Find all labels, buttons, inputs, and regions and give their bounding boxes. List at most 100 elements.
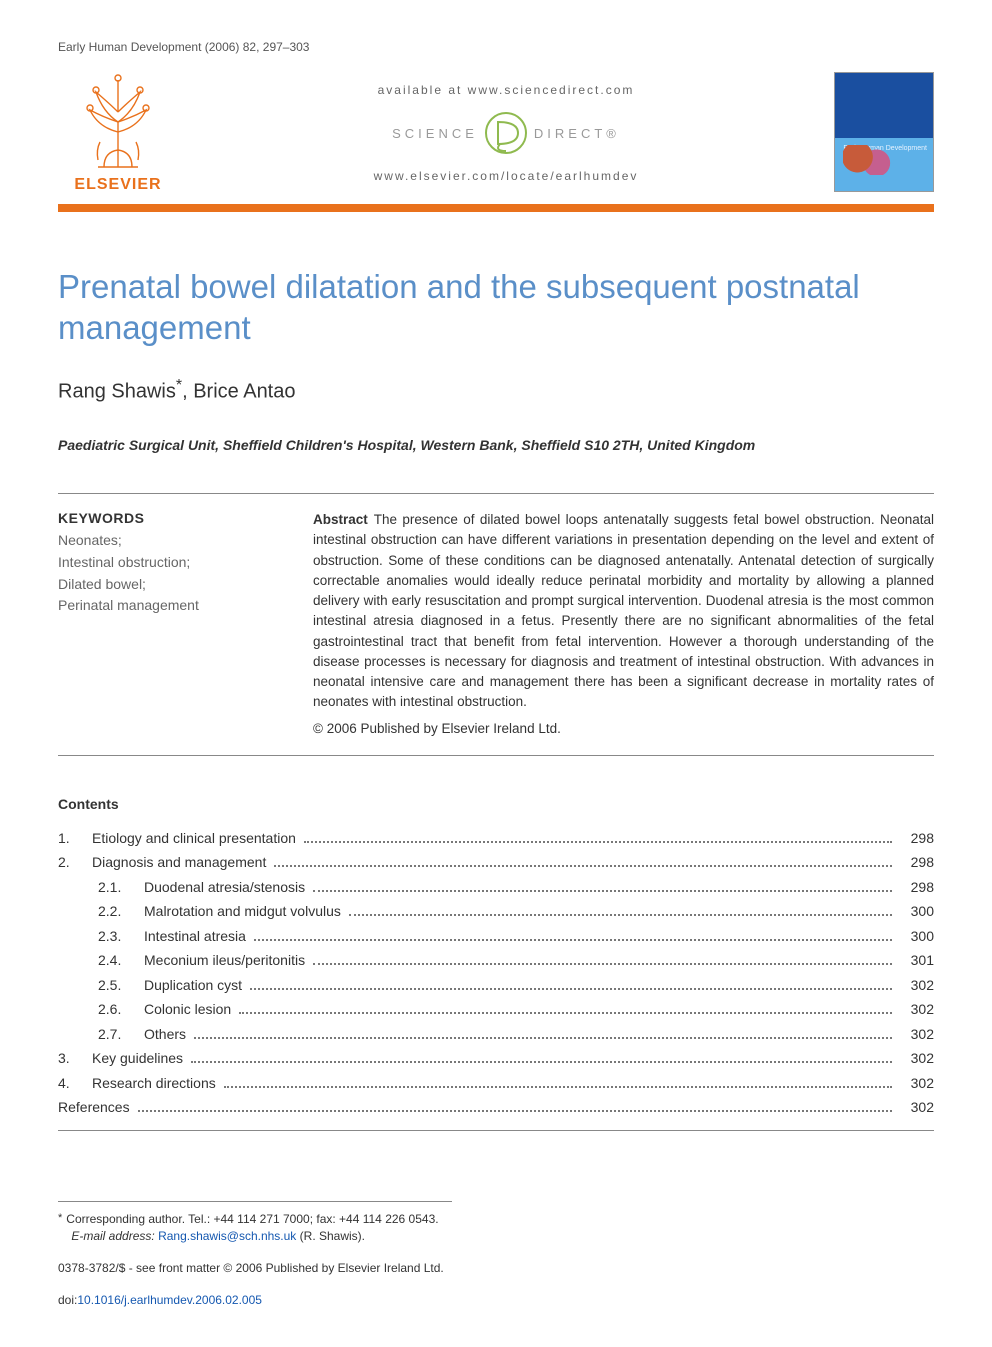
toc-label: Etiology and clinical presentation [92,826,296,851]
email-link[interactable]: Rang.shawis@sch.nhs.uk [158,1229,296,1243]
keywords-block: KEYWORDS Neonates; Intestinal obstructio… [58,510,283,739]
toc-label: Intestinal atresia [144,924,246,949]
toc-page: 300 [898,899,934,924]
toc-row: 1.Etiology and clinical presentation298 [58,826,934,851]
sd-word-right: DIRECT® [534,126,620,141]
toc-row: 2.4.Meconium ileus/peritonitis 301 [58,948,934,973]
sd-word-left: SCIENCE [392,126,478,141]
toc-page: 302 [898,1022,934,1047]
toc-number: 1. [58,826,92,851]
toc-leader-dots [194,1037,892,1039]
doi-link[interactable]: 10.1016/j.earlhumdev.2006.02.005 [77,1293,262,1307]
journal-cover-thumbnail: Early Human Development [834,72,934,192]
toc-label: References [58,1095,130,1120]
article-title: Prenatal bowel dilatation and the subseq… [58,266,934,349]
email-line: E-mail address: Rang.shawis@sch.nhs.uk (… [58,1229,452,1243]
masthead: ELSEVIER available at www.sciencedirect.… [58,72,934,212]
toc-number: 2.4. [98,948,144,973]
contents-heading: Contents [58,796,934,812]
toc-label: Malrotation and midgut volvulus [144,899,341,924]
toc-row: 2.1.Duodenal atresia/stenosis 298 [58,875,934,900]
toc-leader-dots [313,890,892,892]
toc-label: Meconium ileus/peritonitis [144,948,305,973]
abstract-block: AbstractThe presence of dilated bowel lo… [313,510,934,739]
toc-row: 2.2.Malrotation and midgut volvulus 300 [58,899,934,924]
abstract-keywords-row: KEYWORDS Neonates; Intestinal obstructio… [58,493,934,756]
toc-page: 300 [898,924,934,949]
toc-label: Key guidelines [92,1046,183,1071]
doi-line: doi:10.1016/j.earlhumdev.2006.02.005 [58,1293,934,1307]
keyword-item: Intestinal obstruction; [58,552,283,574]
toc-number: 2.1. [98,875,144,900]
toc-label: Others [144,1022,186,1047]
toc-leader-dots [313,963,892,965]
masthead-rule [58,204,934,212]
corresponding-text: Corresponding author. Tel.: +44 114 271 … [66,1212,438,1226]
email-label: E-mail address: [71,1229,154,1243]
toc-page: 302 [898,973,934,998]
toc-leader-dots [274,865,892,867]
toc-leader-dots [254,939,892,941]
front-matter-line: 0378-3782/$ - see front matter © 2006 Pu… [58,1261,934,1275]
footnotes: * Corresponding author. Tel.: +44 114 271… [58,1201,452,1243]
toc-number: 2.3. [98,924,144,949]
keyword-item: Neonates; [58,530,283,552]
masthead-center: available at www.sciencedirect.com SCIEN… [198,72,814,194]
toc-leader-dots [239,1012,892,1014]
toc-leader-dots [250,988,892,990]
keyword-item: Dilated bowel; [58,574,283,596]
author-2: Brice Antao [193,380,295,402]
elsevier-logo: ELSEVIER [58,72,178,194]
keywords-heading: KEYWORDS [58,510,283,526]
toc-number: 2.7. [98,1022,144,1047]
toc-row: 2.7.Others 302 [58,1022,934,1047]
toc-number: 2.5. [98,973,144,998]
author-1: Rang Shawis [58,380,176,402]
email-suffix: (R. Shawis). [300,1229,365,1243]
abstract-label: Abstract [313,512,368,527]
toc-row: References 302 [58,1095,934,1120]
toc-label: Diagnosis and management [92,850,266,875]
toc-row: 2.Diagnosis and management298 [58,850,934,875]
journal-url: www.elsevier.com/locate/earlhumdev [374,169,639,183]
toc-page: 302 [898,1095,934,1120]
toc-page: 302 [898,997,934,1022]
toc-leader-dots [304,841,892,843]
toc-label: Colonic lesion [144,997,231,1022]
toc-leader-dots [224,1086,892,1088]
author-list: Rang Shawis*, Brice Antao [58,377,934,404]
toc-label: Duplication cyst [144,973,242,998]
table-of-contents: 1.Etiology and clinical presentation2982… [58,826,934,1131]
toc-leader-dots [138,1110,892,1112]
toc-row: 2.3.Intestinal atresia 300 [58,924,934,949]
available-at-text: available at www.sciencedirect.com [378,83,635,97]
toc-label: Duodenal atresia/stenosis [144,875,305,900]
author-separator: , [182,380,193,402]
toc-page: 302 [898,1046,934,1071]
toc-page: 302 [898,1071,934,1096]
toc-leader-dots [349,914,892,916]
toc-page: 301 [898,948,934,973]
running-head: Early Human Development (2006) 82, 297–3… [58,40,934,54]
toc-page: 298 [898,875,934,900]
elsevier-tree-icon [68,72,168,172]
toc-row: 4.Research directions302 [58,1071,934,1096]
toc-number: 2.2. [98,899,144,924]
footnote-star-icon: * [58,1212,62,1224]
sciencedirect-logo: SCIENCE DIRECT® [392,111,620,155]
elsevier-wordmark: ELSEVIER [74,176,161,194]
toc-row: 2.6.Colonic lesion302 [58,997,934,1022]
abstract-copyright: © 2006 Published by Elsevier Ireland Ltd… [313,719,934,739]
keywords-list: Neonates; Intestinal obstruction; Dilate… [58,530,283,617]
toc-leader-dots [191,1061,892,1063]
toc-number: 4. [58,1071,92,1096]
affiliation: Paediatric Surgical Unit, Sheffield Chil… [58,437,934,453]
keyword-item: Perinatal management [58,595,283,617]
toc-page: 298 [898,850,934,875]
toc-row: 3.Key guidelines 302 [58,1046,934,1071]
abstract-text: The presence of dilated bowel loops ante… [313,512,934,709]
toc-row: 2.5.Duplication cyst 302 [58,973,934,998]
toc-number: 3. [58,1046,92,1071]
cover-title: Early Human Development [843,145,927,153]
corresponding-author-note: * Corresponding author. Tel.: +44 114 271… [58,1212,452,1226]
